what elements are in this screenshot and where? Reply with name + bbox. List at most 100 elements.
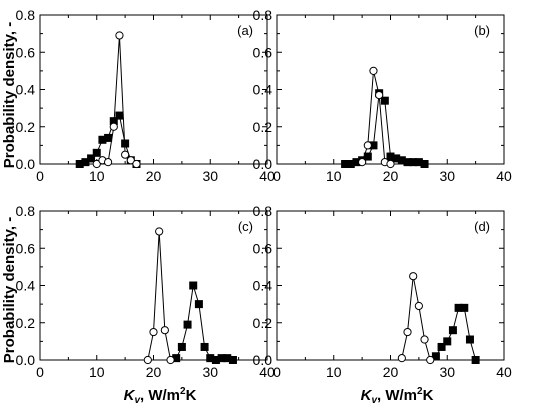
panel-label: (d): [474, 219, 490, 234]
x-tick-label: 30: [439, 168, 455, 184]
y-tick-label: 0.8: [253, 203, 273, 219]
y-tick-label: 0.8: [253, 7, 273, 23]
chart-panel-1: 0 10 20 30 400.00.20.40.60.8(a): [16, 7, 275, 184]
data-point-circle: [420, 335, 429, 344]
panel-label: (b): [474, 23, 490, 38]
data-point-square: [437, 342, 446, 351]
y-tick-label: 0.6: [16, 44, 36, 60]
data-point-circle: [104, 158, 113, 167]
plot-frame: [276, 14, 505, 165]
data-point-square: [104, 133, 113, 142]
x-tick-label: 10: [89, 168, 105, 184]
y-tick-label: 0.2: [253, 119, 273, 135]
y-tick-label: 0.0: [253, 156, 273, 172]
data-point-circle: [403, 327, 412, 337]
data-point-circle: [160, 326, 169, 335]
data-point-circle: [369, 66, 378, 75]
data-point-square: [431, 352, 440, 361]
data-point-circle: [166, 355, 175, 365]
data-point-circle: [426, 355, 435, 365]
x-axis-title-left: Kv, W/m2K: [124, 386, 197, 406]
x-axis-symbol-sub: v: [134, 395, 141, 406]
data-point-square: [448, 326, 457, 335]
plot-frame: [39, 14, 268, 165]
y-tick-label: 0.4: [253, 82, 273, 98]
plot-frame: [39, 210, 268, 361]
y-tick-label: 0.4: [16, 82, 36, 98]
x-tick-label: 10: [326, 168, 342, 184]
y-tick-label: 0.0: [253, 352, 273, 368]
x-tick-label: 0: [273, 168, 281, 184]
x-tick-label: 10: [326, 364, 342, 380]
panel-label: (a): [237, 23, 253, 38]
data-point-square: [200, 342, 209, 351]
panels: 0 10 20 30 400.00.20.40.60.8(a)0 10 20 30 400.00…: [16, 7, 512, 380]
x-tick-label: 40: [496, 364, 512, 380]
data-point-circle: [386, 159, 395, 169]
x-axis-units-sup: 2: [417, 386, 423, 397]
data-point-circle: [363, 141, 372, 150]
x-tick-label: 20: [383, 364, 399, 380]
y-tick-label: 0.8: [16, 7, 36, 23]
x-tick-label: 40: [259, 364, 275, 380]
x-tick-label: 0: [36, 168, 44, 184]
x-tick-label: 10: [89, 364, 105, 380]
data-point-square: [92, 148, 101, 157]
data-point-circle: [358, 158, 367, 167]
y-axis-title-top: Probability density, -: [1, 22, 18, 168]
x-tick-label: 0: [36, 364, 44, 380]
chart-panel-3: 0 10 20 30 400.00.20.40.60.8(c): [16, 203, 275, 380]
data-point-square: [87, 154, 96, 163]
x-tick-label: 20: [146, 364, 162, 380]
y-tick-label: 0.6: [16, 240, 36, 256]
x-tick-label: 20: [146, 168, 162, 184]
data-point-square: [460, 303, 469, 312]
series-line-circle-open: [401, 276, 431, 361]
data-point-square: [115, 111, 124, 120]
x-tick-label: 40: [496, 168, 512, 184]
x-axis-units: , W/m: [140, 387, 180, 404]
data-point-circle: [409, 272, 418, 281]
data-point-square: [420, 160, 429, 168]
x-axis-units-end: K: [186, 387, 197, 404]
y-tick-label: 0.0: [16, 156, 36, 172]
y-tick-label: 0.4: [16, 278, 36, 294]
x-axis-symbol-sub: v: [371, 395, 378, 406]
x-axis-units-end: K: [423, 387, 434, 404]
data-point-circle: [132, 159, 141, 169]
data-point-circle: [121, 150, 130, 159]
data-point-circle: [397, 354, 406, 363]
x-tick-label: 30: [202, 168, 218, 184]
x-tick-label: 30: [439, 364, 455, 380]
data-point-square: [189, 281, 198, 290]
data-point-circle: [143, 355, 152, 365]
data-point-square: [471, 356, 480, 364]
data-point-square: [183, 320, 192, 329]
data-point-square: [228, 356, 237, 364]
data-point-circle: [155, 227, 164, 236]
x-tick-label: 20: [383, 168, 399, 184]
y-tick-label: 0.6: [253, 44, 273, 60]
data-point-square: [177, 342, 186, 351]
x-axis-symbol: K: [361, 387, 373, 404]
data-point-square: [194, 300, 203, 309]
data-point-circle: [375, 90, 384, 100]
y-tick-label: 0.2: [16, 315, 36, 331]
x-tick-label: 40: [259, 168, 275, 184]
data-point-circle: [414, 301, 423, 311]
x-tick-label: 30: [202, 364, 218, 380]
data-point-square: [443, 337, 452, 346]
data-point-square: [380, 96, 389, 105]
y-tick-label: 0.6: [253, 240, 273, 256]
x-axis-symbol: K: [124, 387, 136, 404]
x-tick-label: 0: [273, 364, 281, 380]
x-axis-units-sup: 2: [180, 386, 186, 397]
data-point-circle: [92, 159, 101, 169]
y-tick-label: 0.2: [253, 315, 273, 331]
x-axis-units: , W/m: [377, 387, 417, 404]
series-line-circle-open: [147, 231, 172, 361]
data-point-circle: [126, 156, 135, 165]
data-point-circle: [149, 327, 158, 337]
chart-panel-2: 0 10 20 30 400.00.20.40.60.8(b): [253, 7, 512, 184]
